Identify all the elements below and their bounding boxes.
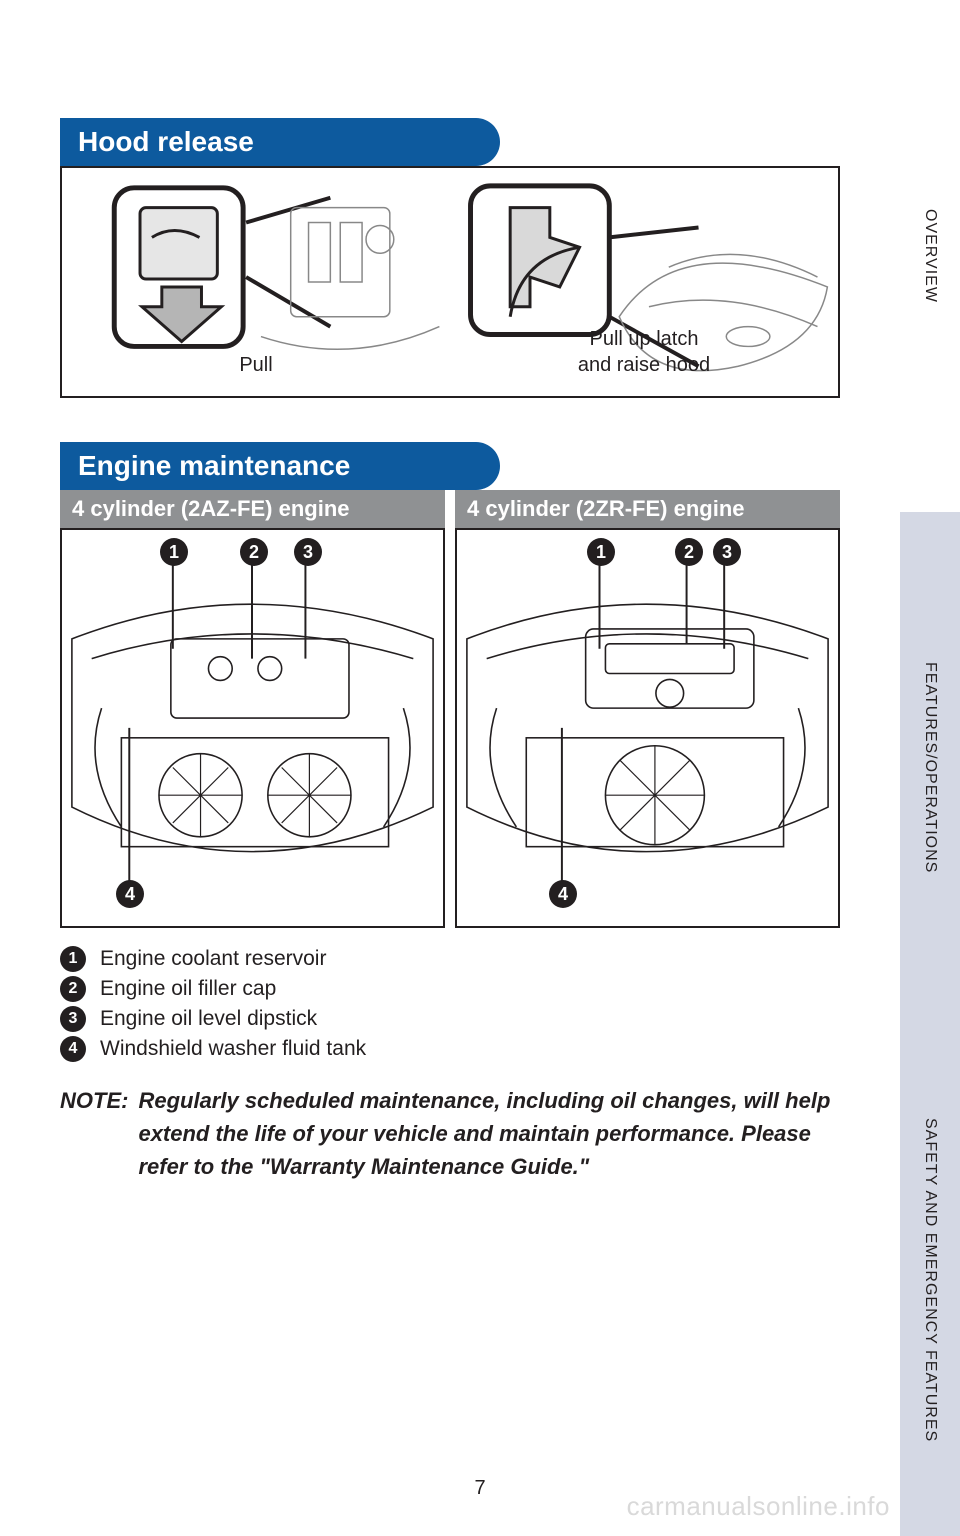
callout-4: 4 bbox=[116, 880, 144, 908]
legend-label-3: Engine oil level dipstick bbox=[100, 1007, 317, 1031]
page-content: Hood release Pull bbox=[60, 0, 840, 1536]
legend-dot-4: 4 bbox=[60, 1036, 86, 1062]
callout-4: 4 bbox=[549, 880, 577, 908]
callout-2: 2 bbox=[240, 538, 268, 566]
hood-pull-label: Pull bbox=[239, 352, 272, 378]
callout-3: 3 bbox=[294, 538, 322, 566]
engine-2zr-figure: 1 2 3 4 bbox=[455, 528, 840, 928]
side-tabs: OVERVIEW FEATURES/OPERATIONS SAFETY AND … bbox=[900, 0, 960, 1536]
engine-legend: 1 Engine coolant reservoir 2 Engine oil … bbox=[60, 946, 840, 1062]
legend-label-1: Engine coolant reservoir bbox=[100, 947, 326, 971]
legend-dot-1: 1 bbox=[60, 946, 86, 972]
legend-dot-3: 3 bbox=[60, 1006, 86, 1032]
tab-features-operations[interactable]: FEATURES/OPERATIONS bbox=[900, 512, 960, 1024]
legend-label-2: Engine oil filler cap bbox=[100, 977, 276, 1001]
hood-release-title: Hood release bbox=[60, 118, 500, 166]
callout-1: 1 bbox=[160, 538, 188, 566]
callout-1: 1 bbox=[587, 538, 615, 566]
tab-safety-emergency[interactable]: SAFETY AND EMERGENCY FEATURES bbox=[900, 1024, 960, 1536]
legend-item-1: 1 Engine coolant reservoir bbox=[60, 946, 840, 972]
engine-subhead-2az: 4 cylinder (2AZ-FE) engine bbox=[60, 490, 445, 528]
legend-item-3: 3 Engine oil level dipstick bbox=[60, 1006, 840, 1032]
legend-dot-2: 2 bbox=[60, 976, 86, 1002]
engine-2az-illustration bbox=[62, 530, 443, 926]
callout-3: 3 bbox=[713, 538, 741, 566]
legend-item-2: 2 Engine oil filler cap bbox=[60, 976, 840, 1002]
engine-maintenance-title: Engine maintenance bbox=[60, 442, 500, 490]
note-label: NOTE: bbox=[60, 1084, 128, 1183]
callout-2: 2 bbox=[675, 538, 703, 566]
hood-latch-label: Pull up latch and raise hood bbox=[578, 326, 710, 378]
engine-2zr-illustration bbox=[457, 530, 838, 926]
legend-label-4: Windshield washer fluid tank bbox=[100, 1037, 366, 1061]
engine-maintenance-section: Engine maintenance 4 cylinder (2AZ-FE) e… bbox=[60, 442, 840, 1183]
maintenance-note: NOTE: Regularly scheduled maintenance, i… bbox=[60, 1084, 840, 1183]
page-number: 7 bbox=[474, 1477, 485, 1500]
engine-2az-figure: 1 2 3 4 bbox=[60, 528, 445, 928]
legend-item-4: 4 Windshield washer fluid tank bbox=[60, 1036, 840, 1062]
watermark: carmanualsonline.info bbox=[627, 1491, 890, 1522]
tab-overview[interactable]: OVERVIEW bbox=[900, 0, 960, 512]
engine-subhead-2zr: 4 cylinder (2ZR-FE) engine bbox=[455, 490, 840, 528]
hood-release-section: Hood release Pull bbox=[60, 118, 840, 398]
note-text: Regularly scheduled maintenance, includi… bbox=[138, 1084, 840, 1183]
hood-release-figure: Pull Pull up latch and raise hood bbox=[60, 166, 840, 398]
